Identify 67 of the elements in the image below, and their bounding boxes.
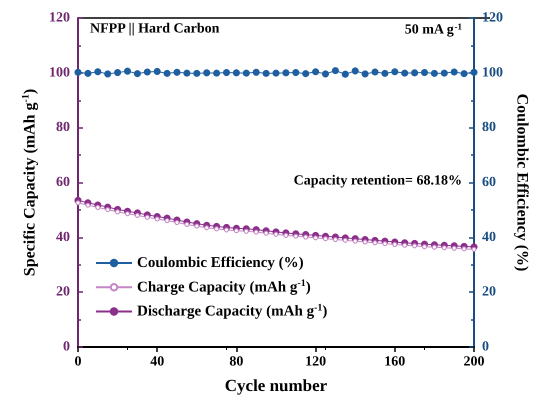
point bbox=[342, 238, 348, 243]
y-tick-label: 20 bbox=[56, 284, 70, 300]
point bbox=[412, 243, 418, 248]
point bbox=[462, 246, 467, 252]
point bbox=[95, 204, 100, 210]
point bbox=[174, 220, 180, 226]
point bbox=[352, 238, 358, 244]
legend-label: Coulombic Efficiency (%) bbox=[137, 255, 304, 271]
point bbox=[442, 245, 447, 250]
point bbox=[402, 242, 408, 248]
point bbox=[234, 228, 239, 234]
annotation: Capacity retention= 68.18% bbox=[294, 174, 462, 188]
point bbox=[274, 232, 278, 237]
point bbox=[154, 216, 160, 222]
y-axis-title: Specific Capacity (mAh g-1) bbox=[20, 88, 39, 276]
x-tick-label: 40 bbox=[150, 354, 164, 370]
point bbox=[76, 200, 80, 206]
point bbox=[264, 230, 269, 236]
point bbox=[125, 211, 130, 216]
y2-tick-label: 80 bbox=[482, 120, 496, 136]
x-tick-label: 120 bbox=[305, 354, 326, 370]
y2-tick-label: 20 bbox=[482, 284, 496, 300]
point bbox=[313, 235, 318, 240]
annotation: NFPP || Hard Carbon bbox=[90, 22, 220, 36]
point bbox=[115, 209, 120, 214]
point bbox=[362, 239, 368, 244]
y2-tick-label: 0 bbox=[482, 340, 489, 354]
y-tick-label: 0 bbox=[63, 340, 70, 354]
point bbox=[85, 202, 90, 208]
x-tick-label: 80 bbox=[229, 354, 244, 370]
point bbox=[472, 246, 476, 252]
point bbox=[254, 230, 259, 235]
point bbox=[144, 214, 150, 220]
x-axis-title: Cycle number bbox=[224, 376, 328, 395]
x-tick-label: 200 bbox=[464, 354, 484, 370]
point bbox=[392, 242, 398, 247]
point bbox=[382, 241, 388, 246]
y-tick-label: 100 bbox=[49, 65, 70, 80]
y2-axis-title: Coulombic Efficiency (%) bbox=[513, 94, 530, 272]
y2-tick-label: 40 bbox=[482, 230, 496, 245]
y2-tick-label: 100 bbox=[482, 65, 503, 80]
y-tick-label: 60 bbox=[56, 175, 70, 190]
point bbox=[332, 237, 338, 242]
point bbox=[244, 228, 249, 234]
point bbox=[283, 232, 288, 238]
x-tick-label: 0 bbox=[74, 354, 82, 370]
point bbox=[372, 240, 378, 246]
y-tick-label: 80 bbox=[56, 120, 70, 136]
point bbox=[452, 246, 457, 251]
point bbox=[164, 218, 170, 224]
point bbox=[323, 236, 328, 242]
point bbox=[134, 212, 140, 218]
y-tick-label: 40 bbox=[56, 230, 70, 245]
point bbox=[432, 244, 437, 250]
point bbox=[422, 244, 427, 250]
y-tick-label: 120 bbox=[49, 10, 70, 26]
point bbox=[293, 234, 298, 239]
x-tick-label: 160 bbox=[384, 354, 406, 370]
y2-tick-label: 60 bbox=[482, 175, 496, 190]
point bbox=[194, 224, 200, 229]
point bbox=[224, 227, 229, 232]
point bbox=[214, 226, 220, 232]
point bbox=[184, 222, 190, 227]
point bbox=[303, 234, 308, 240]
point bbox=[204, 225, 210, 230]
point bbox=[105, 207, 110, 212]
y2-tick-label: 120 bbox=[482, 10, 503, 26]
